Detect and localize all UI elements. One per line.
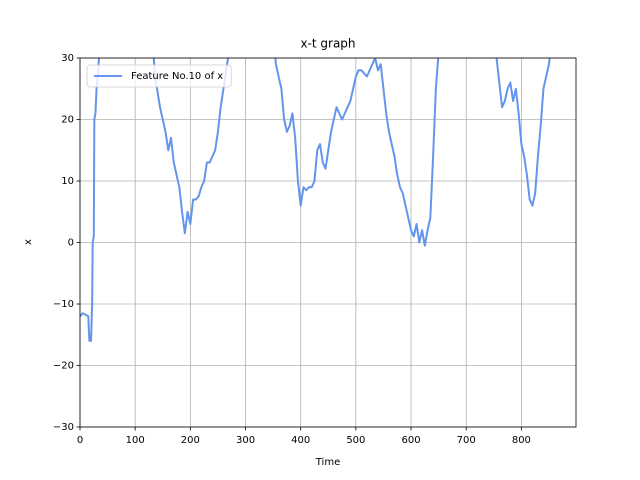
y-tick-label: −20 xyxy=(53,361,74,372)
x-axis-label: Time xyxy=(315,457,340,468)
y-tick-label: −10 xyxy=(53,299,74,310)
x-tick-label: 0 xyxy=(77,435,83,446)
x-tick-label: 700 xyxy=(457,435,476,446)
y-tick-label: 10 xyxy=(61,176,74,187)
chart-title: x-t graph xyxy=(300,37,355,51)
legend-label: Feature No.10 of x xyxy=(131,71,223,82)
x-tick-label: 600 xyxy=(401,435,420,446)
y-tick-label: 20 xyxy=(61,115,74,126)
y-tick-label: 30 xyxy=(61,53,74,64)
y-tick-label: −30 xyxy=(53,422,74,433)
x-tick-label: 400 xyxy=(291,435,310,446)
x-tick-label: 500 xyxy=(346,435,365,446)
x-tick-label: 200 xyxy=(181,435,200,446)
legend: Feature No.10 of x xyxy=(86,64,232,88)
data-line xyxy=(80,58,551,342)
x-tick-label: 800 xyxy=(512,435,531,446)
y-tick-label: 0 xyxy=(68,238,74,249)
y-axis-label: x xyxy=(23,239,34,245)
plot-frame xyxy=(79,57,577,428)
x-tick-label: 100 xyxy=(126,435,145,446)
x-tick-label: 300 xyxy=(236,435,255,446)
legend-box xyxy=(86,64,232,88)
